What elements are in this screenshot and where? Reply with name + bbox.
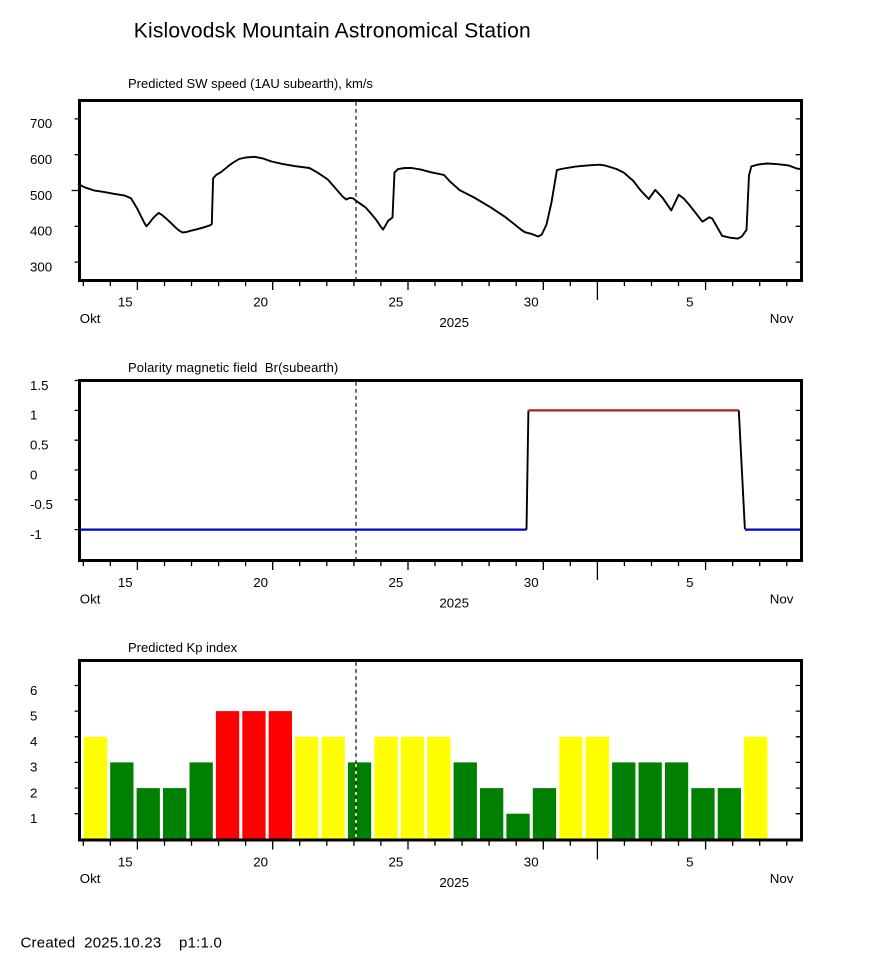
svg-text:300: 300 bbox=[30, 259, 52, 274]
svg-text:0.5: 0.5 bbox=[30, 438, 49, 453]
svg-text:5: 5 bbox=[686, 294, 693, 309]
svg-text:Predicted SW speed (1AU subear: Predicted SW speed (1AU subearth), km/s bbox=[128, 76, 373, 91]
svg-text:4: 4 bbox=[30, 734, 37, 749]
svg-text:Nov: Nov bbox=[770, 592, 794, 607]
svg-text:400: 400 bbox=[30, 224, 52, 239]
svg-text:Polarity magnetic field Br(su: Polarity magnetic field Br(subearth) bbox=[128, 360, 338, 375]
svg-text:3: 3 bbox=[30, 760, 37, 775]
svg-text:2025: 2025 bbox=[439, 315, 469, 330]
svg-text:15: 15 bbox=[118, 854, 133, 869]
svg-text:-0.5: -0.5 bbox=[30, 497, 53, 512]
svg-text:2025: 2025 bbox=[439, 875, 469, 890]
svg-text:1.5: 1.5 bbox=[30, 378, 49, 393]
svg-text:2025: 2025 bbox=[439, 596, 469, 611]
svg-text:30: 30 bbox=[524, 294, 539, 309]
svg-text:1: 1 bbox=[30, 811, 37, 826]
svg-text:25: 25 bbox=[389, 575, 404, 590]
svg-text:5: 5 bbox=[30, 708, 37, 723]
svg-text:20: 20 bbox=[253, 575, 268, 590]
svg-text:6: 6 bbox=[30, 683, 37, 698]
svg-text:700: 700 bbox=[30, 116, 52, 131]
svg-text:30: 30 bbox=[524, 575, 539, 590]
svg-text:Okt: Okt bbox=[80, 592, 101, 607]
svg-text:5: 5 bbox=[686, 575, 693, 590]
svg-text:Kislovodsk Mountain Astronomic: Kislovodsk Mountain Astronomical Station bbox=[134, 20, 531, 43]
svg-text:15: 15 bbox=[118, 294, 133, 309]
svg-text:600: 600 bbox=[30, 152, 52, 167]
svg-text:5: 5 bbox=[686, 854, 693, 869]
svg-text:25: 25 bbox=[389, 294, 404, 309]
svg-text:20: 20 bbox=[253, 294, 268, 309]
svg-text:2: 2 bbox=[30, 785, 37, 800]
svg-text:Okt: Okt bbox=[80, 311, 101, 326]
svg-text:500: 500 bbox=[30, 188, 52, 203]
svg-text:Nov: Nov bbox=[770, 871, 794, 886]
svg-text:Predicted Kp index: Predicted Kp index bbox=[128, 640, 238, 655]
svg-text:1: 1 bbox=[30, 408, 37, 423]
svg-text:Okt: Okt bbox=[80, 871, 101, 886]
svg-text:30: 30 bbox=[524, 854, 539, 869]
svg-text:Nov: Nov bbox=[770, 311, 794, 326]
svg-text:0: 0 bbox=[30, 467, 37, 482]
svg-text:20: 20 bbox=[253, 854, 268, 869]
svg-text:Created 2025.10.23 p1:1.0: Created 2025.10.23 p1:1.0 bbox=[21, 935, 223, 952]
svg-text:15: 15 bbox=[118, 575, 133, 590]
svg-text:-1: -1 bbox=[30, 527, 42, 542]
svg-text:25: 25 bbox=[389, 854, 404, 869]
